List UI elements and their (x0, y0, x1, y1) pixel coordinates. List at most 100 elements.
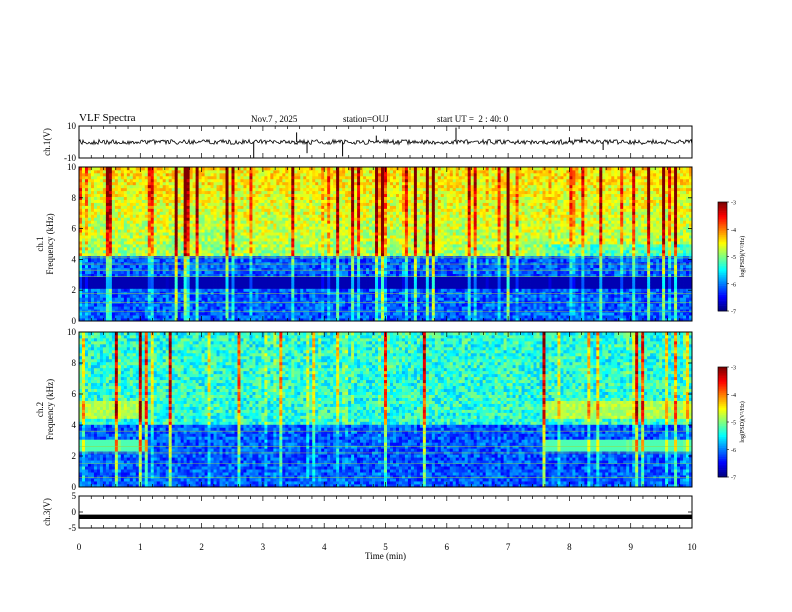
colorbar-tick-label: -3 (731, 366, 736, 372)
colorbar-cell (718, 404, 727, 406)
y-tick-label-p3: 8 (72, 358, 77, 368)
colorbar-cell (718, 264, 727, 266)
y-tick-label-p3: 10 (67, 327, 77, 337)
y-tick-label-p2: 6 (72, 224, 77, 234)
y-tick-label-p4: 0 (72, 507, 77, 517)
colorbar-cell (718, 246, 727, 248)
colorbar-cell (718, 444, 727, 446)
colorbar-cell (718, 464, 727, 466)
colorbar-cell (718, 459, 727, 461)
colorbar-cell (718, 206, 727, 208)
colorbar-cell (718, 289, 727, 291)
y-tick-label-p2: 8 (72, 193, 77, 203)
colorbar-tick-label: -6 (731, 282, 736, 288)
colorbar-cell (718, 461, 727, 463)
spectrogram-ch1 (79, 167, 692, 321)
colorbar-cell (718, 280, 727, 282)
colorbar-cell (718, 275, 727, 277)
colorbar-tick-label: -7 (731, 476, 736, 482)
y-tick-label-p3: 2 (72, 451, 77, 461)
colorbar-cell (718, 442, 727, 444)
colorbar-cell (718, 269, 727, 271)
colorbar-cell (718, 209, 727, 211)
colorbar-cell (718, 244, 727, 246)
colorbar-cell (718, 470, 727, 472)
colorbar-cell (718, 257, 727, 259)
colorbar-cell (718, 307, 727, 309)
colorbar-cell (718, 457, 727, 459)
colorbar-cell (718, 468, 727, 470)
colorbar-cell (718, 402, 727, 404)
colorbar-cell (718, 220, 727, 222)
colorbar-cell (718, 424, 727, 426)
colorbar-cell (718, 213, 727, 215)
colorbar-cell (718, 218, 727, 220)
colorbar-tick-label: -5 (731, 421, 736, 427)
colorbar-cell (718, 422, 727, 424)
colorbar-cell (718, 302, 727, 304)
colorbar-cell (718, 282, 727, 284)
colorbar-cell (718, 266, 727, 268)
colorbar-cell (718, 374, 727, 376)
colorbar-cell (718, 258, 727, 260)
colorbar-cell (718, 378, 727, 380)
y-tick-label-p2: 10 (67, 162, 77, 172)
colorbar-cell (718, 435, 727, 437)
x-tick-label: 8 (567, 542, 572, 552)
colorbar-cell (718, 242, 727, 244)
colorbar-cell (718, 262, 727, 264)
colorbar-cell (718, 293, 727, 295)
colorbar-tick-label: -5 (731, 255, 736, 261)
colorbar-tick-label: -7 (731, 310, 736, 316)
colorbar-cell (718, 396, 727, 398)
x-tick-label: 9 (628, 542, 633, 552)
colorbar-cell (718, 428, 727, 430)
colorbar-cell (718, 384, 727, 386)
colorbar-cell (718, 229, 727, 231)
colorbar-cell (718, 418, 727, 420)
colorbar-cell (718, 233, 727, 235)
colorbar-cell (718, 393, 727, 395)
colorbar-cell (718, 226, 727, 228)
colorbar-cell (718, 276, 727, 278)
ch1-waveform-line (79, 140, 692, 145)
spectrogram-ylabel-channel: ch.2 (35, 402, 45, 417)
ch3-ylabel: ch.3(V) (42, 498, 52, 526)
colorbar-cell (718, 286, 727, 288)
colorbar-cell (718, 287, 727, 289)
colorbar-cell (718, 411, 727, 413)
x-tick-label: 3 (261, 542, 266, 552)
colorbar-cell (718, 235, 727, 237)
colorbar-tick-label: -4 (731, 228, 736, 234)
colorbar-cell (718, 296, 727, 298)
colorbar-cell (718, 431, 727, 433)
colorbar-cell (718, 395, 727, 397)
colorbar-cell (718, 450, 727, 452)
spectrogram-ylabel-channel: ch.1 (35, 236, 45, 251)
x-tick-label: 0 (77, 542, 82, 552)
x-tick-label: 6 (445, 542, 450, 552)
colorbar-cell (718, 409, 727, 411)
colorbar-cell (718, 382, 727, 384)
colorbar-cell (718, 369, 727, 371)
x-tick-label: 1 (138, 542, 143, 552)
x-tick-label: 4 (322, 542, 327, 552)
spectrogram-ch2 (79, 332, 692, 487)
colorbar-cell (718, 267, 727, 269)
colorbar-cell (718, 448, 727, 450)
colorbar-cell (718, 400, 727, 402)
colorbar-cell (718, 278, 727, 280)
colorbar-cell (718, 472, 727, 474)
y-tick-label-p2: 2 (72, 285, 77, 295)
colorbar-cell (718, 237, 727, 239)
colorbar-cell (718, 440, 727, 442)
colorbar-cell (718, 426, 727, 428)
colorbar-cell (718, 273, 727, 275)
spectrogram-ylabel-frequency: Frequency (kHz) (45, 213, 55, 274)
colorbar-cell (718, 466, 727, 468)
colorbar-cell (718, 222, 727, 224)
colorbar-cell (718, 217, 727, 219)
colorbar-cell (718, 271, 727, 273)
colorbar-cell (718, 207, 727, 209)
